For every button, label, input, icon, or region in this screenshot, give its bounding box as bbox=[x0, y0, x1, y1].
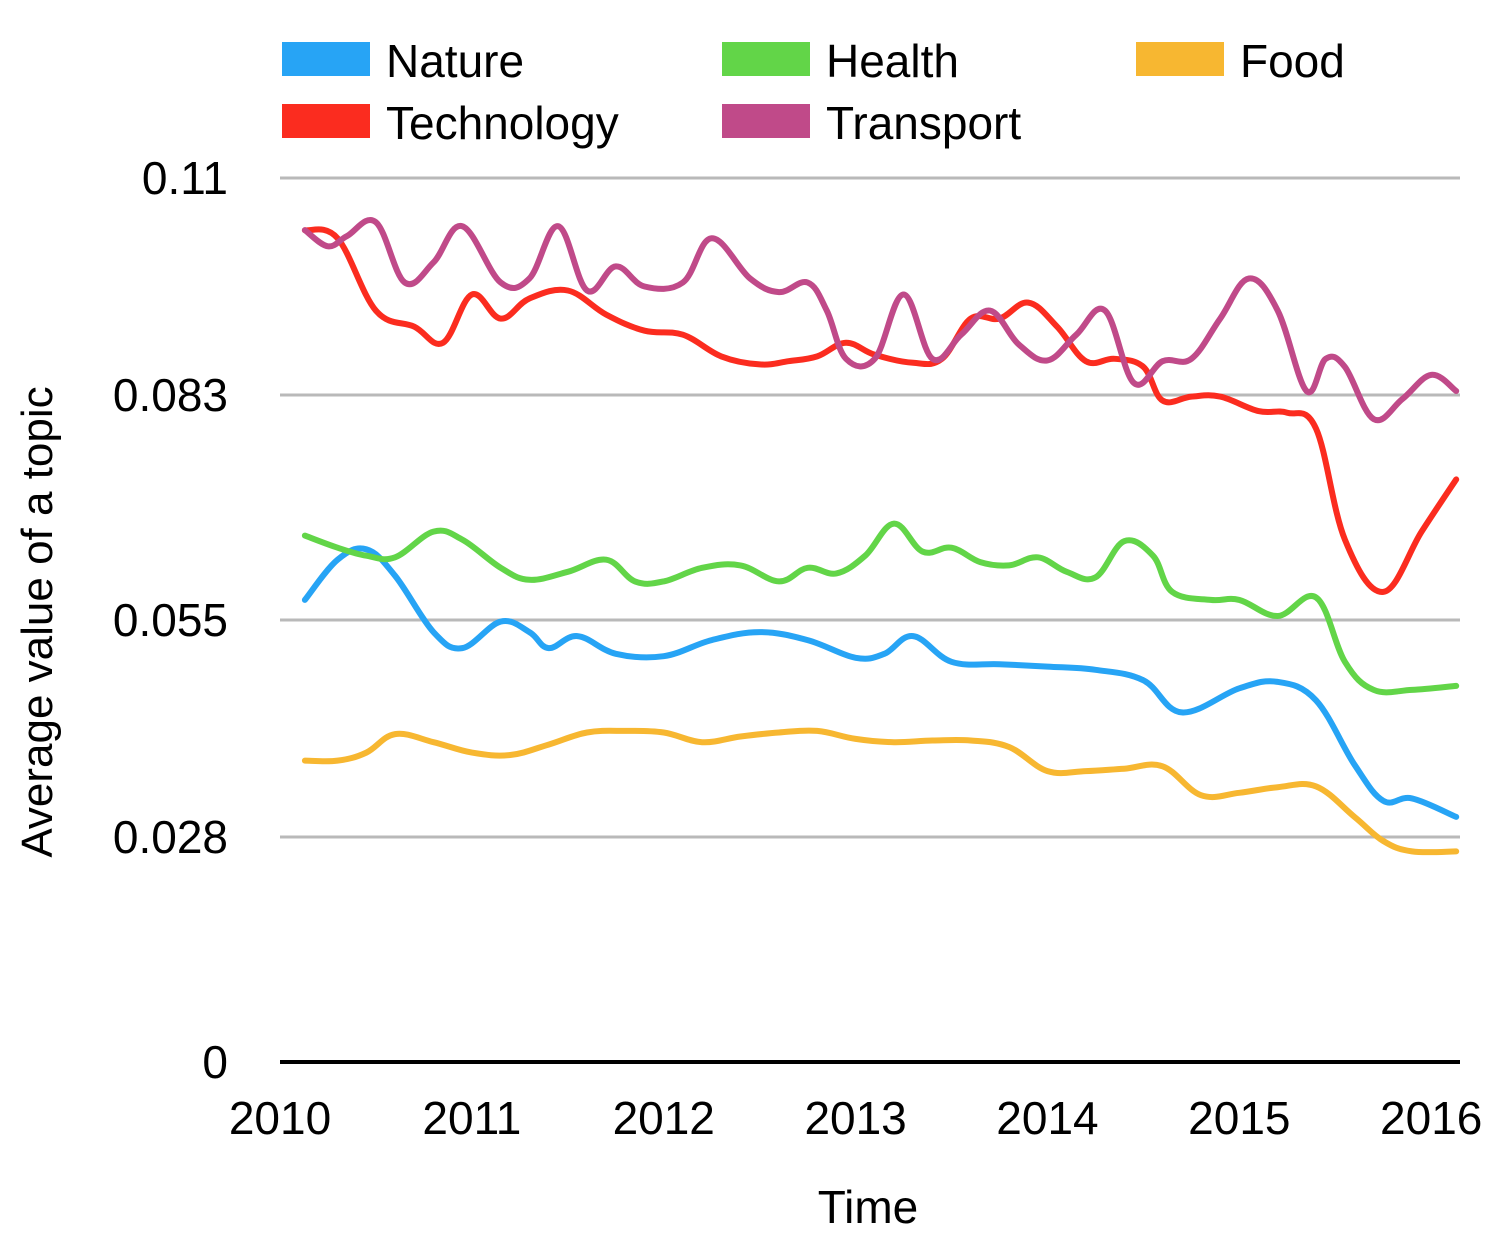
legend-swatch-technology bbox=[282, 104, 370, 138]
legend-item-food: Food bbox=[1136, 38, 1510, 88]
x-tick-label: 2013 bbox=[804, 1092, 906, 1144]
x-tick-label: 2016 bbox=[1380, 1092, 1482, 1144]
series-line-nature bbox=[301, 545, 1460, 820]
x-tick-label: 2014 bbox=[996, 1092, 1098, 1144]
legend-label-transport: Transport bbox=[826, 97, 1022, 149]
x-tick-label: 2010 bbox=[229, 1092, 331, 1144]
y-tick-label: 0.055 bbox=[113, 594, 228, 646]
legend-swatch-health bbox=[722, 42, 810, 76]
y-tick-label: 0.028 bbox=[113, 811, 228, 863]
legend-label-technology: Technology bbox=[386, 97, 619, 149]
axes: 0 0.028 0.055 0.083 0.11 2010 2011 2012 2013 2014… bbox=[113, 152, 1483, 1144]
series-lines bbox=[301, 217, 1460, 856]
series-line-technology bbox=[301, 226, 1460, 595]
x-tick-label: 2015 bbox=[1188, 1092, 1290, 1144]
x-tick-label: 2011 bbox=[422, 1092, 521, 1144]
legend-label-nature: Nature bbox=[386, 35, 525, 87]
y-tick-label: 0 bbox=[202, 1036, 228, 1088]
legend-item-health: Health bbox=[722, 38, 1142, 88]
x-tick-label: 2012 bbox=[613, 1092, 715, 1144]
gridlines bbox=[280, 176, 1460, 839]
legend-swatch-transport bbox=[722, 104, 810, 138]
series-line-food bbox=[301, 727, 1460, 856]
series-line-health bbox=[301, 520, 1460, 696]
y-tick-label: 0.083 bbox=[113, 369, 228, 421]
legend-item-transport: Transport bbox=[722, 100, 1142, 150]
x-axis-title: Time bbox=[817, 1181, 919, 1233]
legend-label-food: Food bbox=[1240, 35, 1345, 87]
y-axis-title: Average value of a topic bbox=[13, 386, 62, 858]
legend-swatch-food bbox=[1136, 42, 1224, 76]
legend-swatch-nature bbox=[282, 42, 370, 76]
legend-label-health: Health bbox=[826, 35, 959, 87]
series-line-transport bbox=[301, 217, 1460, 424]
y-tick-label: 0.11 bbox=[142, 152, 228, 204]
legend-item-technology: Technology bbox=[282, 100, 702, 150]
legend-item-nature: Nature bbox=[282, 38, 702, 88]
